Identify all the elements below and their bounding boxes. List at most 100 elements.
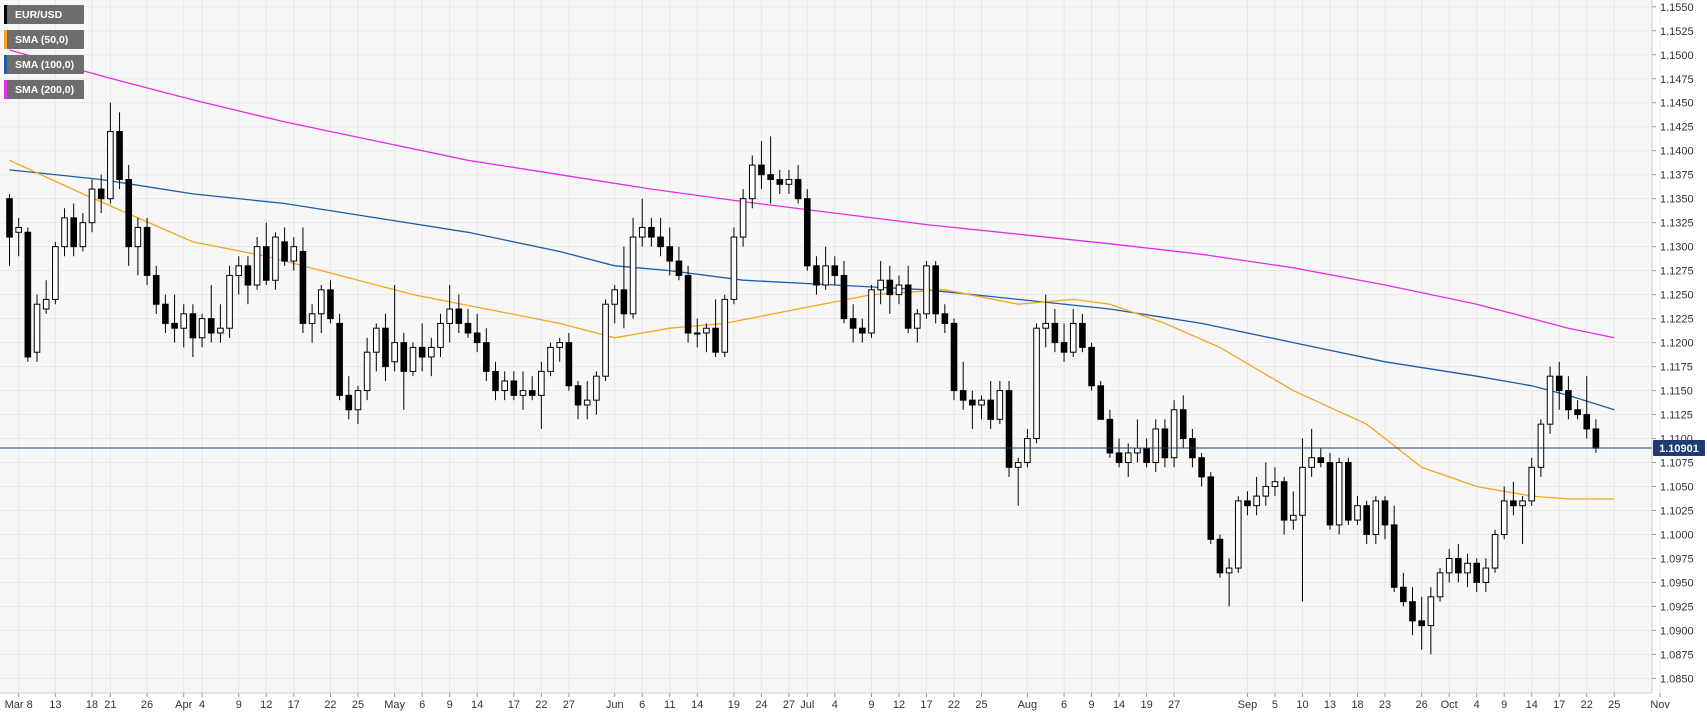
candle-body-down: [758, 164, 765, 176]
candle: [684, 265, 692, 343]
candle-body-down: [382, 327, 389, 368]
x-tick-label: 19: [728, 699, 740, 711]
candle: [428, 337, 435, 377]
candle: [24, 227, 32, 362]
candle-body-down: [1079, 322, 1086, 348]
candle-body-up: [914, 313, 921, 329]
candle: [840, 261, 848, 324]
candle-body-up: [1170, 409, 1178, 459]
candle: [593, 371, 600, 415]
candle: [281, 227, 288, 266]
candle-body-up: [226, 274, 233, 329]
x-tick-label: 13: [1324, 699, 1336, 711]
candle-body-up: [996, 390, 1004, 420]
candle: [638, 198, 646, 247]
candle-body-down: [70, 217, 77, 248]
y-tick-label: 1.1325: [1660, 218, 1694, 230]
x-tick-label: 17: [508, 699, 520, 711]
candle-body-up: [373, 327, 380, 353]
y-tick-label: 1.0875: [1660, 649, 1694, 661]
x-axis: Mar 8 13 18 21 26 Apr 4 9 12 17 22 25 May 6 9 14 17 22 27 J…: [5, 693, 1670, 711]
legend-item-sma100[interactable]: SMA (100,0): [4, 55, 85, 74]
candle: [52, 241, 59, 305]
candle-body-up: [923, 265, 930, 315]
x-tick-label: 27: [563, 699, 575, 711]
candle-body-down: [849, 318, 857, 329]
candle: [1299, 438, 1306, 602]
candle: [1079, 313, 1086, 353]
candle: [79, 213, 87, 252]
y-tick-label: 1.1150: [1660, 386, 1693, 398]
candle: [602, 299, 609, 381]
y-tick-label: 1.1000: [1660, 529, 1694, 541]
candle: [1500, 486, 1508, 540]
candle-body-up: [317, 289, 325, 315]
candle-body-up: [363, 351, 371, 392]
candle-body-down: [831, 265, 839, 276]
candle: [501, 371, 508, 401]
candle-body-down: [886, 279, 894, 296]
x-tick-label: 17: [288, 699, 300, 711]
candle-body-down: [116, 131, 123, 180]
candle: [859, 318, 866, 343]
candle: [1400, 572, 1407, 607]
candle-body-up: [1253, 495, 1260, 507]
candle-body-down: [207, 318, 215, 334]
x-tick-label: Apr: [175, 699, 192, 711]
candle-body-up: [877, 279, 884, 291]
legend-item-eurusd[interactable]: EUR/USD: [4, 5, 85, 24]
candle-body-down: [6, 198, 13, 238]
candle-body-up: [1024, 438, 1031, 464]
candle-body-up: [88, 188, 96, 224]
x-tick-label: 4: [1474, 699, 1480, 711]
candle-body-up: [1372, 500, 1380, 535]
candle-body-down: [1244, 500, 1251, 507]
candle-body-down: [1161, 428, 1169, 459]
candle: [657, 217, 664, 257]
candle: [327, 280, 334, 324]
candle: [235, 256, 243, 295]
candle: [1409, 587, 1416, 636]
y-tick-label: 1.1550: [1660, 2, 1694, 14]
candle: [693, 318, 701, 348]
candle: [42, 280, 50, 314]
candle-body-down: [1390, 524, 1398, 588]
candle-body-up: [1152, 428, 1160, 464]
candle-body-down: [657, 236, 664, 248]
candle-body-up: [1464, 562, 1471, 574]
candle: [1317, 448, 1325, 468]
candle-body-up: [107, 131, 114, 200]
legend-item-sma50[interactable]: SMA (50,0): [4, 30, 85, 49]
candle-body-down: [400, 342, 408, 372]
candle-body-down: [565, 342, 573, 387]
candle-body-down: [776, 178, 784, 185]
candle-body-down: [1051, 322, 1059, 344]
y-tick-label: 1.1375: [1660, 170, 1694, 182]
candle: [1565, 376, 1572, 420]
candle: [785, 169, 793, 194]
candle-body-down: [666, 246, 674, 262]
candle: [583, 380, 591, 420]
candle-body-down: [171, 322, 178, 329]
x-tick-label: 9: [1088, 699, 1094, 711]
candle-body-down: [1115, 452, 1123, 464]
candle: [767, 136, 774, 204]
y-tick-label: 1.0850: [1660, 673, 1694, 685]
candle: [739, 189, 747, 247]
candle: [776, 169, 784, 194]
candle: [1354, 496, 1361, 525]
candle: [400, 333, 408, 410]
candle-body-down: [1418, 620, 1425, 627]
x-tick-label: Aug: [1018, 699, 1038, 711]
candle-body-up: [1500, 500, 1508, 535]
candle: [1005, 380, 1013, 477]
candle-body-down: [1143, 447, 1150, 464]
candle-body-up: [978, 399, 985, 406]
y-tick-label: 1.1050: [1660, 482, 1694, 494]
candle: [794, 165, 802, 204]
legend-item-sma200[interactable]: SMA (200,0): [4, 80, 85, 99]
candle: [1014, 457, 1022, 506]
candle: [1308, 428, 1315, 477]
candle-body-down: [1317, 457, 1325, 464]
candle-body-down: [336, 322, 343, 396]
